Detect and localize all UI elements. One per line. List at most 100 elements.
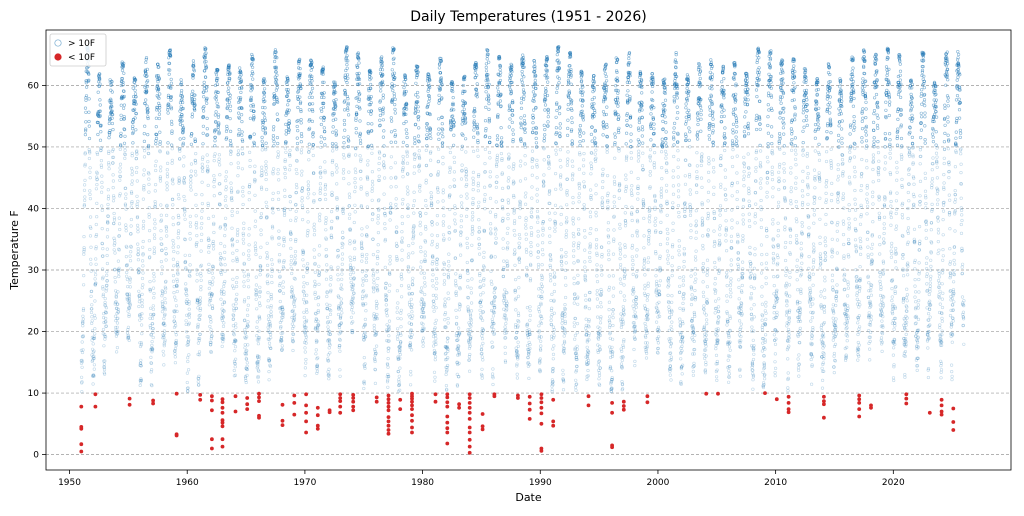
data-point-above-10f bbox=[205, 102, 208, 105]
data-point-above-10f bbox=[104, 297, 107, 300]
data-point-above-10f bbox=[99, 139, 102, 142]
data-point-above-10f bbox=[166, 188, 169, 191]
data-point-above-10f bbox=[549, 279, 552, 282]
data-point-above-10f bbox=[175, 334, 178, 337]
data-point-above-10f bbox=[536, 159, 539, 162]
data-point-above-10f bbox=[419, 190, 422, 193]
data-point-above-10f bbox=[196, 234, 199, 237]
data-point-above-10f bbox=[529, 319, 532, 322]
data-point-above-10f bbox=[551, 293, 554, 296]
data-point-above-10f bbox=[389, 219, 392, 222]
data-point-above-10f bbox=[265, 188, 268, 191]
data-point-above-10f bbox=[265, 173, 268, 176]
data-point-above-10f bbox=[178, 197, 181, 200]
data-point-above-10f bbox=[534, 79, 537, 82]
data-point-above-10f bbox=[221, 345, 224, 348]
data-point-above-10f bbox=[138, 305, 141, 308]
data-point-above-10f bbox=[425, 182, 428, 185]
data-point-above-10f bbox=[251, 71, 254, 74]
data-point-above-10f bbox=[225, 195, 228, 198]
data-point-above-10f bbox=[432, 260, 435, 263]
data-point-above-10f bbox=[167, 112, 170, 115]
data-point-above-10f bbox=[395, 203, 398, 206]
data-point-above-10f bbox=[382, 161, 385, 164]
data-point-above-10f bbox=[100, 191, 103, 194]
data-point-above-10f bbox=[177, 222, 180, 225]
data-point-above-10f bbox=[319, 176, 322, 179]
data-point-above-10f bbox=[248, 258, 251, 261]
data-point-above-10f bbox=[242, 227, 245, 230]
data-point-above-10f bbox=[430, 191, 433, 194]
data-point-above-10f bbox=[231, 227, 234, 230]
data-point-above-10f bbox=[88, 111, 91, 114]
data-point-above-10f bbox=[119, 179, 122, 182]
data-point-above-10f bbox=[142, 220, 145, 223]
data-point-above-10f bbox=[325, 264, 328, 267]
data-point-above-10f bbox=[419, 224, 422, 227]
data-point-above-10f bbox=[88, 137, 91, 140]
data-point-above-10f bbox=[90, 246, 93, 249]
data-point-above-10f bbox=[273, 140, 276, 143]
data-point-above-10f bbox=[328, 347, 331, 350]
data-point-above-10f bbox=[513, 196, 516, 199]
data-point-above-10f bbox=[142, 265, 145, 268]
data-point-above-10f bbox=[537, 230, 540, 233]
data-point-above-10f bbox=[466, 261, 469, 264]
data-point-above-10f bbox=[354, 190, 357, 193]
data-point-above-10f bbox=[297, 106, 300, 109]
data-point-above-10f bbox=[371, 180, 374, 183]
data-point-above-10f bbox=[425, 126, 428, 129]
data-point-above-10f bbox=[142, 224, 145, 227]
data-point-above-10f bbox=[523, 95, 526, 98]
data-point-above-10f bbox=[553, 272, 556, 275]
data-point-above-10f bbox=[492, 328, 495, 331]
data-point-above-10f bbox=[413, 212, 416, 215]
data-point-above-10f bbox=[151, 340, 154, 343]
data-point-above-10f bbox=[227, 87, 230, 90]
data-point-above-10f bbox=[442, 156, 445, 159]
data-point-above-10f bbox=[300, 135, 303, 138]
data-point-above-10f bbox=[85, 111, 88, 114]
data-point-above-10f bbox=[311, 103, 314, 106]
data-point-above-10f bbox=[426, 134, 429, 137]
data-point-above-10f bbox=[401, 222, 404, 225]
data-point-above-10f bbox=[116, 322, 119, 325]
data-point-above-10f bbox=[375, 345, 378, 348]
data-point-above-10f bbox=[313, 249, 316, 252]
data-point-above-10f bbox=[538, 325, 541, 328]
data-point-above-10f bbox=[507, 242, 510, 245]
data-point-above-10f bbox=[472, 183, 475, 186]
data-point-above-10f bbox=[455, 309, 458, 312]
data-point-above-10f bbox=[222, 285, 225, 288]
data-point-above-10f bbox=[137, 258, 140, 261]
data-point-above-10f bbox=[434, 355, 437, 358]
data-point-above-10f bbox=[453, 156, 456, 159]
data-point-above-10f bbox=[165, 247, 168, 250]
data-point-above-10f bbox=[155, 137, 158, 140]
data-point-above-10f bbox=[304, 351, 307, 354]
data-point-above-10f bbox=[328, 377, 331, 380]
data-point-above-10f bbox=[546, 81, 549, 84]
data-point-above-10f bbox=[208, 251, 211, 254]
data-point-above-10f bbox=[382, 94, 385, 97]
data-point-above-10f bbox=[420, 233, 423, 236]
data-point-above-10f bbox=[259, 304, 262, 307]
data-point-above-10f bbox=[405, 120, 408, 123]
data-point-above-10f bbox=[449, 147, 452, 150]
data-point-above-10f bbox=[438, 94, 441, 97]
data-point-above-10f bbox=[159, 131, 162, 134]
data-point-above-10f bbox=[417, 118, 420, 121]
data-point-above-10f bbox=[282, 286, 285, 289]
data-point-above-10f bbox=[159, 176, 162, 179]
data-point-above-10f bbox=[246, 344, 249, 347]
data-point-above-10f bbox=[431, 234, 434, 237]
data-point-above-10f bbox=[418, 170, 421, 173]
data-point-above-10f bbox=[319, 192, 322, 195]
data-point-above-10f bbox=[559, 132, 562, 135]
data-point-above-10f bbox=[116, 346, 119, 349]
data-point-above-10f bbox=[343, 136, 346, 139]
data-point-above-10f bbox=[207, 217, 210, 220]
data-point-above-10f bbox=[113, 249, 116, 252]
data-point-above-10f bbox=[118, 223, 121, 226]
data-point-above-10f bbox=[436, 246, 439, 249]
